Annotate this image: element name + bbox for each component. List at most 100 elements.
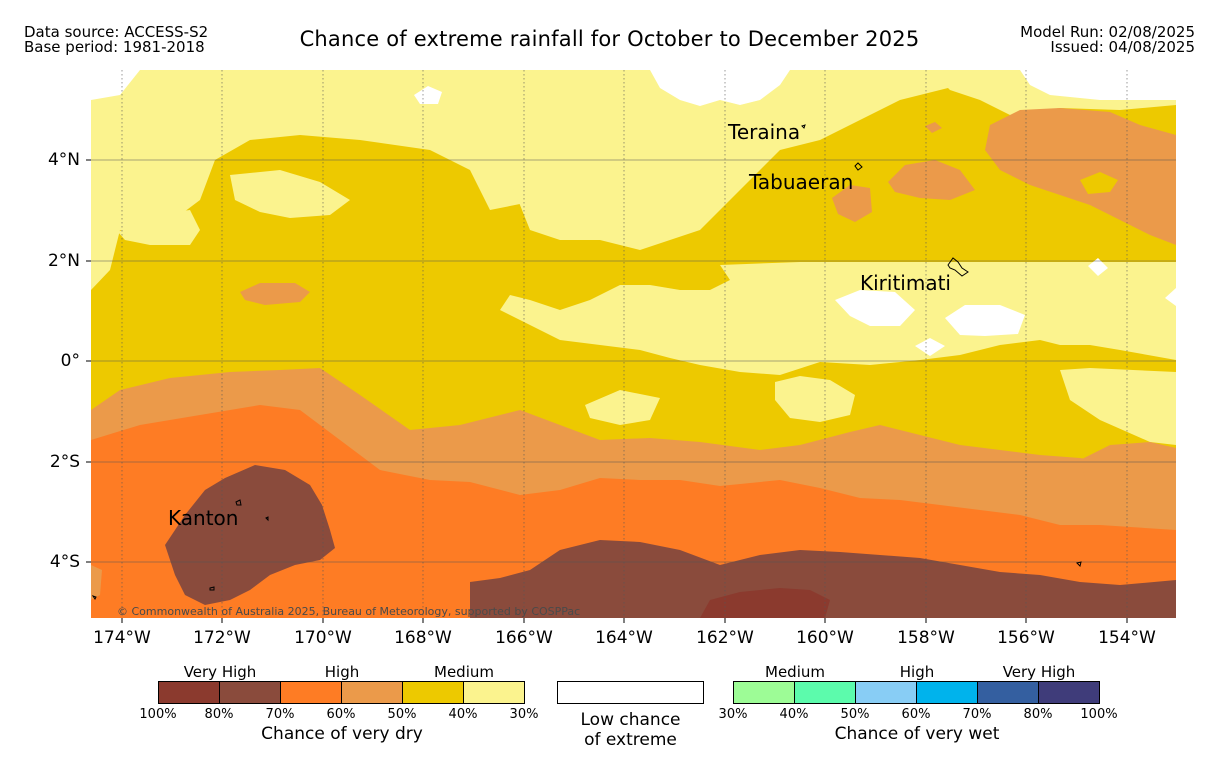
lon-label-160w: 160°W — [796, 628, 854, 648]
region-dry-100-80-southeast — [700, 588, 830, 618]
place-label-tabuaeran: Tabuaeran — [748, 170, 853, 194]
island-kanton — [235, 499, 242, 506]
region-low-chance-dot1 — [915, 338, 945, 356]
region-dry-40-30-west-patch2 — [118, 210, 200, 245]
region-dry-40-30-south-patch — [585, 390, 660, 425]
map-grid — [91, 70, 1176, 618]
region-dry-40-30-south-patch2 — [775, 376, 855, 422]
legend-wet-tick-100: 100% — [1080, 707, 1118, 722]
region-low-chance-nw — [91, 70, 140, 100]
lon-label-164w: 164°W — [595, 628, 653, 648]
copyright-text: © Commonwealth of Australia 2025, Bureau… — [117, 605, 580, 618]
region-dry-40-30-central — [500, 262, 1176, 375]
lon-label-174w: 174°W — [93, 628, 151, 648]
lon-label-154w: 154°W — [1098, 628, 1156, 648]
legend-dry-tick-80: 80% — [204, 707, 234, 722]
legend-dry-tick-30: 30% — [509, 707, 539, 722]
legend-dry-swatch-100-80 — [158, 681, 220, 704]
lat-label-2s: 2°S — [49, 452, 80, 472]
region-dry-40-30-east — [1060, 368, 1176, 445]
legend-dry-swatch-60-50 — [341, 681, 403, 704]
legend-dry-title: Chance of very dry — [261, 724, 423, 744]
place-label-kanton: Kanton — [168, 506, 238, 530]
region-dry-60-50-small — [925, 122, 942, 133]
legend-dry-swatch-40-30 — [463, 681, 525, 704]
legend-dry-swatch-70-60 — [280, 681, 342, 704]
island-small-4 — [91, 595, 97, 600]
lon-label-170w: 170°W — [294, 628, 352, 648]
region-dry-40-30-west-patch — [230, 170, 350, 218]
island-small-1 — [265, 516, 269, 522]
region-low-chance-kiritimati2 — [945, 305, 1025, 336]
legend-low-line2: of extreme — [584, 730, 677, 750]
region-low-chance-ne — [1020, 70, 1176, 100]
region-dry-80-70-kanton — [165, 465, 335, 605]
region-dry-60-50-west — [240, 283, 310, 305]
region-low-chance-north — [650, 70, 790, 106]
place-label-kiritimati: Kiritimati — [860, 271, 951, 295]
legend-wet-colorbar — [733, 681, 1100, 704]
legend-wet-swatch-40-50 — [794, 681, 856, 704]
lon-label-166w: 166°W — [495, 628, 553, 648]
legend-dry-caption-high: High — [324, 663, 360, 681]
island-small-3 — [1076, 561, 1082, 567]
region-dry-80-70-southeast — [470, 540, 1176, 618]
legend-wet-caption-high: High — [899, 663, 935, 681]
legend-wet-title: Chance of very wet — [834, 724, 1000, 744]
legend-dry-colorbar — [158, 681, 525, 704]
legend-wet-caption-very-high: Very High — [1002, 663, 1076, 681]
legend-wet-swatch-80-100 — [1038, 681, 1100, 704]
lon-label-162w: 162°W — [696, 628, 754, 648]
lon-label-158w: 158°W — [897, 628, 955, 648]
legend-wet-tick-80: 80% — [1023, 707, 1053, 722]
legend-dry-caption-medium: Medium — [434, 663, 494, 681]
legend-low-swatch — [557, 681, 704, 704]
legend-wet-tick-60: 60% — [901, 707, 931, 722]
lat-label-4n: 4°N — [47, 150, 80, 170]
region-dry-60-50-east-patch — [1080, 442, 1176, 505]
island-outlines — [91, 124, 1082, 600]
legend-dry-tick-50: 50% — [387, 707, 417, 722]
issued-text: Issued: 04/08/2025 — [1050, 38, 1195, 56]
legend-wet-caption-medium: Medium — [765, 663, 825, 681]
lon-label-156w: 156°W — [997, 628, 1055, 648]
legend-wet-tick-70: 70% — [962, 707, 992, 722]
island-small-2 — [209, 586, 215, 591]
map-title: Chance of extreme rainfall for October t… — [299, 27, 920, 51]
lat-label-0: 0° — [60, 351, 80, 371]
axis-ticks — [86, 159, 1128, 623]
lon-label-172w: 172°W — [193, 628, 251, 648]
legend-dry-caption-very-high: Very High — [183, 663, 257, 681]
legend-wet-swatch-30-40 — [733, 681, 795, 704]
model-run-text: Model Run: 02/08/2025 — [1020, 23, 1195, 41]
legend-dry-swatch-50-40 — [402, 681, 464, 704]
region-low-chance-dot3 — [1165, 288, 1176, 306]
base-period-text: Base period: 1981-2018 — [24, 38, 205, 56]
island-tabuaeran — [854, 162, 863, 171]
lon-label-168w: 168°W — [394, 628, 452, 648]
lat-label-4s: 4°S — [49, 552, 80, 572]
region-dry-70-60-sw-edge — [91, 565, 102, 600]
region-low-chance-kiritimati — [835, 290, 915, 326]
island-teraina — [801, 124, 806, 129]
region-low-chance-dot2 — [1088, 258, 1108, 276]
legend-wet-tick-30: 30% — [718, 707, 748, 722]
legend-wet-swatch-60-70 — [916, 681, 978, 704]
legend-wet-tick-40: 40% — [779, 707, 809, 722]
island-kiritimati — [947, 257, 969, 277]
region-dry-40-30-ne-hole — [1080, 172, 1118, 194]
legend-dry-tick-60: 60% — [326, 707, 356, 722]
legend-dry-swatch-80-70 — [219, 681, 281, 704]
legend-wet-tick-50: 50% — [840, 707, 870, 722]
place-label-teraina: Teraina — [727, 120, 800, 144]
legend-dry-tick-40: 40% — [448, 707, 478, 722]
region-dry-60-50-tab2 — [832, 185, 872, 222]
region-dry-40-30-northwest — [91, 70, 650, 290]
region-dry-60-50-tabuaeran — [888, 160, 975, 200]
map-fill — [91, 70, 1176, 618]
data-source-text: Data source: ACCESS-S2 — [24, 23, 209, 41]
lat-label-2n: 2°N — [47, 251, 80, 271]
legend-low-line1: Low chance — [580, 710, 681, 730]
legend-wet-swatch-50-60 — [855, 681, 917, 704]
